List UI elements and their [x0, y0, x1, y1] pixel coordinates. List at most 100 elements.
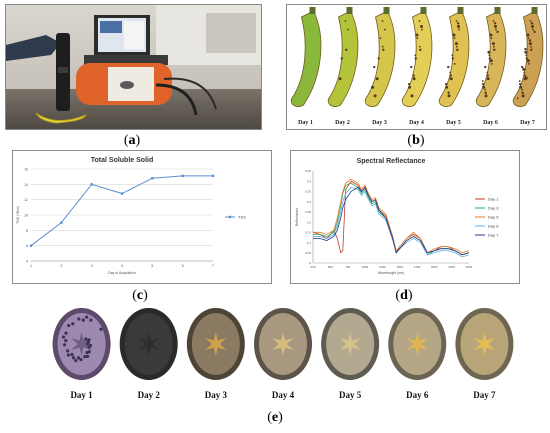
banana-spot — [526, 33, 530, 37]
banana-spot — [481, 82, 485, 86]
section-spot — [81, 318, 85, 322]
banana-spot — [421, 28, 423, 31]
banana-spot — [494, 24, 498, 28]
banana-spot — [525, 54, 528, 57]
banana-spot — [486, 74, 489, 77]
banana-spot — [518, 80, 521, 82]
x-tick-label: 2000 — [431, 265, 438, 269]
banana-spot — [527, 37, 530, 40]
data-point — [120, 192, 124, 195]
banana-spot — [488, 57, 491, 60]
y-axis-label: Reflectance — [295, 208, 299, 227]
banana-spot — [452, 33, 456, 37]
banana-day-label: Day 5 — [446, 120, 461, 126]
banana-spot — [521, 88, 524, 91]
x-tick-label: 250 — [310, 265, 315, 269]
section-spot — [89, 318, 93, 322]
banana-spot — [489, 33, 493, 37]
legend-label: Day 6 — [488, 224, 499, 229]
banana-spot — [455, 45, 458, 48]
banana-spot — [444, 82, 448, 86]
series-line-day-5 — [313, 178, 470, 254]
y-tick-label: 0.35 — [305, 190, 311, 194]
banana-day-label: Day 6 — [483, 120, 498, 126]
banana-spot — [529, 45, 532, 48]
section-core — [71, 332, 92, 356]
banana-spot — [458, 28, 460, 31]
y-tick-label: 0.3 — [307, 200, 312, 204]
section-spot — [84, 337, 88, 341]
banana-day-label: Day 2 — [335, 120, 350, 126]
chart-spectral-svg: Spectral Reflectance 0 0.05 0.1 0.15 0.2 0.25 0… — [295, 158, 499, 275]
section-4 — [254, 308, 312, 380]
section-spot — [99, 327, 103, 331]
data-point — [151, 177, 154, 180]
banana-spot — [484, 91, 487, 94]
x-tick-label: 1250 — [379, 265, 386, 269]
section-spot — [61, 335, 66, 339]
data-point — [211, 174, 215, 178]
section-5 — [321, 308, 380, 380]
section-day-label: Day 3 — [205, 390, 228, 400]
y-tick-label: 0.15 — [305, 231, 311, 235]
banana-spot — [529, 20, 532, 22]
section-spot — [85, 315, 89, 319]
section-7 — [455, 308, 514, 380]
y-tick-label: 14 — [24, 183, 28, 187]
banana-spot — [491, 42, 495, 46]
x-tick-label: 3 — [91, 264, 93, 268]
x-tick-label: 2500 — [466, 265, 473, 269]
banana-spot — [456, 22, 460, 25]
banana-shape — [438, 10, 470, 107]
series-line-day-1 — [312, 180, 470, 256]
banana-spot — [530, 22, 534, 25]
banana-spot — [410, 65, 413, 69]
banana-spot — [379, 37, 382, 40]
x-tick-label: 4 — [121, 264, 123, 268]
section-spot — [66, 353, 71, 357]
banana-spot — [486, 77, 490, 81]
banana-2 — [327, 7, 359, 107]
y-tick-label: 10 — [24, 214, 28, 218]
section-1 — [52, 308, 111, 380]
label-e: (e) — [267, 410, 283, 425]
banana-spot — [521, 65, 524, 69]
banana-spot — [528, 42, 532, 46]
series-line-day-7 — [313, 186, 470, 256]
banana-spot — [414, 54, 417, 57]
banana-stem — [457, 7, 464, 14]
y-tick-label: 16 — [24, 168, 28, 172]
banana-spot — [449, 71, 452, 74]
section-spot — [62, 343, 67, 347]
photo-spectrometer — [5, 4, 262, 130]
banana-spot — [414, 57, 417, 60]
banana-spot — [527, 63, 530, 65]
banana-spot — [373, 65, 376, 69]
banana-4 — [401, 7, 433, 107]
section-spot — [76, 356, 81, 360]
banana-spot — [412, 74, 415, 77]
spectrometer-scene — [6, 5, 261, 129]
data-point — [60, 221, 63, 224]
section-core — [406, 332, 428, 356]
banana-6 — [475, 7, 507, 107]
sections-row: Day 1 Day 2 Day 3 Day 4 Day 5 Day 6 Day 7 — [52, 308, 514, 400]
x-tick-label: 2250 — [448, 265, 455, 269]
y-tick-label: 12 — [24, 198, 28, 202]
y-tick-label: 0.2 — [307, 220, 312, 224]
banana-day-label: Day 1 — [298, 120, 313, 126]
label-d: (d) — [395, 288, 413, 303]
banana-spot — [447, 65, 450, 69]
chart-spectral: Spectral Reflectance 0 0.05 0.1 0.15 0.2 0.25 0… — [290, 150, 520, 284]
banana-spot — [488, 54, 491, 57]
section-core — [474, 332, 495, 356]
banana-spot — [454, 42, 458, 46]
section-spot — [71, 356, 76, 360]
data-point — [29, 244, 33, 247]
photo-sections: Day 1 Day 2 Day 3 Day 4 Day 5 Day 6 Day 7 — [48, 306, 518, 404]
x-tick-label: 750 — [345, 265, 350, 269]
banana-spot — [495, 28, 497, 31]
banana-spot — [523, 71, 526, 74]
y-tick-label: 4 — [26, 260, 28, 264]
